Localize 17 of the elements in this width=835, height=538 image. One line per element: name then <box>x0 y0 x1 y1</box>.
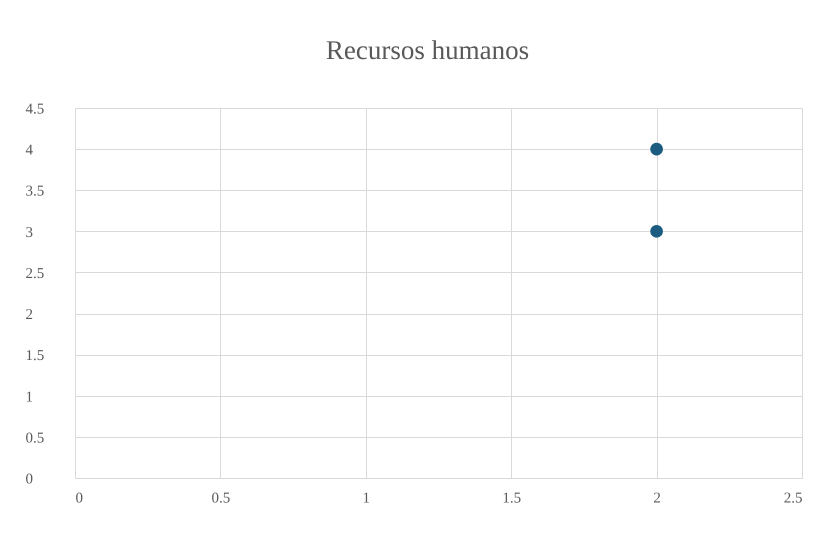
y-tick-label: 4 <box>26 142 34 159</box>
x-tick-label: 0.5 <box>212 490 230 506</box>
x-tick-label: 2 <box>653 490 661 506</box>
x-tick-label: 1.5 <box>502 490 522 506</box>
x-tick-label: 0 <box>76 490 83 506</box>
y-tick-label: 1.5 <box>26 348 44 364</box>
y-tick-label: 4.5 <box>26 102 44 118</box>
x-tick-label: 1 <box>362 490 370 506</box>
y-tick-label: 0.5 <box>26 430 44 446</box>
y-tick-label: 0 <box>26 472 33 488</box>
y-tick-label: 3 <box>26 224 33 241</box>
y-tick-label: 2 <box>26 307 33 324</box>
y-tick-label: 1 <box>26 389 33 406</box>
x-tick-label: 2.5 <box>784 490 802 506</box>
y-tick-label: 2.5 <box>26 266 44 282</box>
y-tick-label: 3.5 <box>26 184 44 200</box>
chart-title: Recursos humanos <box>326 35 530 65</box>
